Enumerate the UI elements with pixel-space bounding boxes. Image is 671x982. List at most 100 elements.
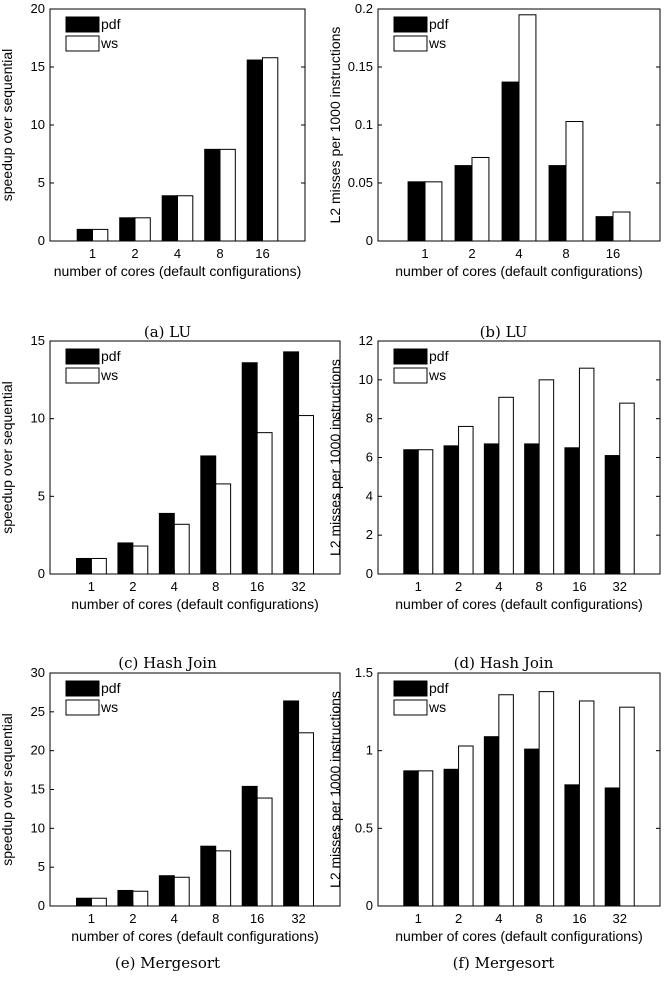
bar-pdf-8 bbox=[204, 148, 221, 242]
y-tick-label: 0 bbox=[366, 566, 373, 581]
legend-label-ws: ws bbox=[100, 699, 118, 715]
y-tick-label: 6 bbox=[366, 450, 373, 465]
legend-label-pdf: pdf bbox=[429, 680, 449, 696]
y-tick-label: 4 bbox=[366, 488, 373, 503]
bar-ws-32 bbox=[298, 415, 314, 575]
bar-pdf-16 bbox=[246, 59, 263, 242]
caption-d: (d) Hash Join bbox=[453, 654, 554, 672]
legend-label-pdf: pdf bbox=[101, 16, 121, 32]
y-tick-label: 15 bbox=[31, 59, 45, 74]
legend-swatch-pdf bbox=[393, 348, 428, 365]
bar-ws-2 bbox=[134, 217, 151, 242]
legend-swatch-ws bbox=[393, 367, 428, 384]
bar-ws-4 bbox=[498, 694, 514, 907]
y-tick-label: 0 bbox=[366, 898, 373, 913]
y-tick-label: 1.5 bbox=[355, 665, 373, 680]
caption-a: (a) LU bbox=[143, 323, 192, 341]
legend-label-ws: ws bbox=[100, 367, 118, 383]
bar-pdf-4 bbox=[501, 81, 520, 242]
bar-pdf-8 bbox=[524, 748, 540, 907]
bar-ws-4 bbox=[173, 876, 190, 907]
legend-label-pdf: pdf bbox=[429, 16, 449, 32]
x-tick-label: 4 bbox=[495, 579, 502, 594]
bar-pdf-8 bbox=[200, 845, 217, 907]
x-tick-label: 4 bbox=[174, 246, 181, 261]
bar-ws-2 bbox=[132, 890, 149, 907]
x-tick-label: 2 bbox=[455, 911, 462, 926]
x-tick-label: 8 bbox=[212, 579, 219, 594]
bar-pdf-8 bbox=[524, 443, 540, 575]
y-tick-label: 10 bbox=[31, 117, 45, 132]
legend-swatch-pdf bbox=[393, 16, 428, 33]
bar-pdf-1 bbox=[76, 557, 92, 575]
y-axis-label: speedup over sequential bbox=[0, 713, 15, 866]
y-axis-label: L2 misses per 1000 instructions bbox=[327, 27, 343, 224]
y-tick-label: 30 bbox=[31, 665, 45, 680]
x-tick-label: 8 bbox=[536, 911, 543, 926]
x-axis-label: number of cores (default configurations) bbox=[71, 596, 318, 612]
plot-frame bbox=[49, 340, 341, 575]
x-tick-label: 16 bbox=[250, 579, 264, 594]
plot-frame bbox=[377, 340, 661, 575]
bar-ws-8 bbox=[538, 691, 555, 907]
legend-swatch-ws bbox=[393, 699, 428, 716]
caption-f: (f) Mergesort bbox=[452, 954, 555, 972]
x-tick-label: 1 bbox=[421, 246, 428, 261]
bar-pdf-8 bbox=[548, 165, 567, 242]
x-tick-label: 8 bbox=[536, 579, 543, 594]
plot-frame bbox=[377, 8, 661, 242]
x-tick-label: 16 bbox=[572, 911, 586, 926]
chart-lu-speedup: 1 2 4 8 16 0 5 10 15 20 number of cores (default c… bbox=[0, 1, 306, 279]
y-tick-label: 25 bbox=[31, 704, 45, 719]
x-tick-label: 2 bbox=[129, 579, 136, 594]
y-axis-label: L2 misses per 1000 instructions bbox=[327, 691, 343, 888]
x-tick-label: 16 bbox=[606, 246, 620, 261]
bar-ws-32 bbox=[298, 732, 314, 907]
x-tick-label: 32 bbox=[291, 579, 305, 594]
y-tick-label: 15 bbox=[31, 333, 45, 348]
bar-pdf-32 bbox=[283, 351, 300, 575]
plot-frame bbox=[49, 672, 341, 907]
bar-ws-32 bbox=[619, 402, 635, 575]
bar-pdf-16 bbox=[241, 362, 258, 575]
bar-ws-8 bbox=[219, 148, 236, 242]
bar-ws-16 bbox=[578, 700, 595, 907]
y-tick-label: 10 bbox=[31, 411, 45, 426]
legend-swatch-pdf bbox=[65, 16, 100, 33]
x-axis-label: number of cores (default configurations) bbox=[395, 596, 642, 612]
y-tick-label: 12 bbox=[359, 333, 373, 348]
x-tick-label: 2 bbox=[468, 246, 475, 261]
bar-ws-1 bbox=[417, 770, 434, 907]
chart-mergesort-speedup: 1 2 4 8 16 32 0 5 10 15 20 25 30 number of cores (def… bbox=[0, 665, 341, 944]
legend-swatch-ws bbox=[65, 35, 100, 52]
x-axis-label: number of cores (default configurations) bbox=[395, 928, 642, 944]
bar-pdf-1 bbox=[76, 897, 92, 907]
chart-mergesort-l2-misses: 1 2 4 8 16 32 0 0.5 1 1.5 number of cores (default… bbox=[327, 665, 661, 944]
y-tick-label: 10 bbox=[31, 820, 45, 835]
y-axis-label: speedup over sequential bbox=[0, 49, 15, 202]
x-tick-label: 8 bbox=[562, 246, 569, 261]
x-tick-label: 32 bbox=[612, 579, 626, 594]
bar-pdf-8 bbox=[200, 455, 217, 575]
y-tick-label: 8 bbox=[366, 411, 373, 426]
y-axis-label: speedup over sequential bbox=[0, 381, 15, 534]
y-tick-label: 0 bbox=[38, 566, 45, 581]
legend-label-ws: ws bbox=[428, 367, 446, 383]
legend-swatch-ws bbox=[65, 699, 100, 716]
x-tick-label: 2 bbox=[129, 911, 136, 926]
bar-ws-4 bbox=[177, 195, 194, 242]
legend-label-pdf: pdf bbox=[429, 348, 449, 364]
x-axis-label: number of cores (default configurations) bbox=[71, 928, 318, 944]
chart-lu-l2-misses: 1 2 4 8 16 0 0.05 0.1 0.15 0.2 number of cores (de… bbox=[327, 1, 661, 279]
y-tick-label: 0.15 bbox=[348, 59, 373, 74]
legend-swatch-pdf bbox=[393, 680, 428, 697]
y-tick-label: 2 bbox=[366, 527, 373, 542]
bar-pdf-16 bbox=[595, 216, 614, 242]
bar-ws-2 bbox=[458, 745, 474, 907]
x-axis-label: number of cores (default configurations) bbox=[54, 263, 301, 279]
bar-pdf-1 bbox=[407, 181, 426, 242]
bar-ws-4 bbox=[498, 396, 514, 575]
legend-label-pdf: pdf bbox=[101, 348, 121, 364]
bar-pdf-2 bbox=[119, 217, 136, 242]
